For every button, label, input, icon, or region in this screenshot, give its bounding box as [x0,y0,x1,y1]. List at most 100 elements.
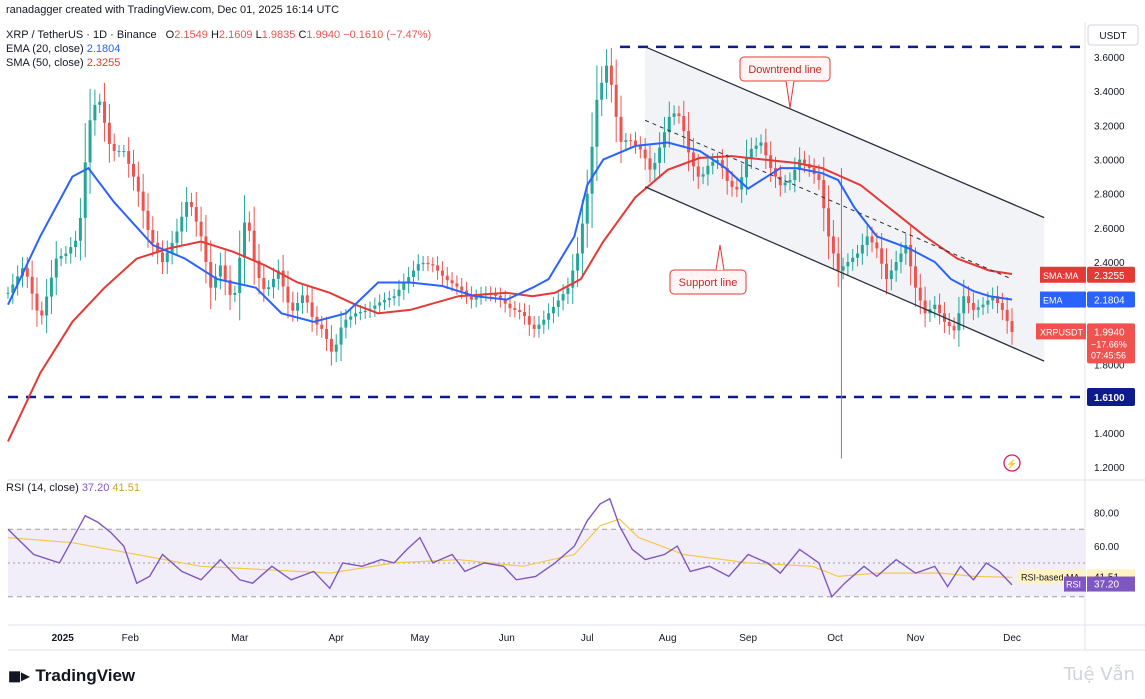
candle-body [276,270,280,279]
time-tick-label: Jul [581,633,594,644]
candle-body [677,113,681,117]
candle-body [773,168,777,177]
candle-body [223,265,227,281]
candle-body [605,65,609,83]
candle-body [609,65,613,85]
price-tick-label: 1.4000 [1094,429,1125,440]
candle-body [957,313,961,331]
candle-body [363,310,367,312]
candle-body [112,143,116,152]
candle-body [107,122,111,144]
candle-body [947,321,951,327]
sma-tag [1040,266,1086,283]
trendline [644,186,1045,362]
ohlc-values: O2.1549 H2.1609 L1.9835 C1.9940 −0.1610 … [165,29,432,41]
candle-body [629,140,633,142]
candle-body [976,307,980,310]
candle-body [54,258,58,278]
candle-body [431,264,435,266]
candle-body [952,326,956,331]
candle-body [127,151,131,164]
candle-body [711,161,715,166]
candle-body [160,252,164,263]
price-tick-label: 3.4000 [1094,87,1125,98]
time-tick-label: Nov [907,633,925,644]
candle-body [527,316,531,325]
candle-body [769,155,773,169]
candle-body [243,222,247,258]
rsi-line [7,497,1013,598]
rsi-tag [1064,576,1086,592]
ema-value-box [1087,291,1135,308]
currency-box [1087,24,1139,46]
candle-body [894,262,898,271]
candle-body [344,319,348,328]
candle-body [856,253,860,258]
candle-body [696,166,700,177]
candle-body [595,99,599,147]
candle-body [783,182,787,186]
candle-body [991,296,995,301]
candle-body [214,276,218,288]
price-tick-label: 2.6000 [1094,224,1125,235]
rsi-ma-tag-label: RSI-based MA [1021,572,1080,582]
rsi-tick-label: 80.00 [1094,508,1119,519]
candle-body [658,147,662,163]
price-tick-label: 1.2000 [1094,463,1125,474]
time-tick-label: Apr [328,633,344,644]
candle-body [93,104,97,121]
ema-value: 2.1804 [1094,296,1125,307]
chart-credit: ranadagger created with TradingView.com,… [6,4,340,16]
candle-body [40,310,44,316]
candle-body [30,276,34,294]
candle-body [189,202,193,207]
candle-body [354,313,358,317]
currency-label: USDT [1099,31,1126,42]
candle-body [566,287,570,295]
ema-tag-label: EMA [1043,296,1063,306]
candle-body [653,162,657,170]
candle-body [122,151,126,153]
support-annotation-box [669,269,747,295]
candle-body [426,262,430,265]
candle-body [469,295,473,300]
candle-body [88,120,92,163]
candle-body [300,295,304,304]
candle-body [634,140,637,146]
candle-body [204,236,208,263]
downtrend-annotation-pointer [785,80,795,109]
symbol-legend: XRP / TetherUS · 1D · Binance O2.1549 H2… [6,29,431,41]
candle-body [576,253,580,271]
candle-body [846,262,850,267]
candle-body [764,142,768,156]
candle-body [667,116,671,133]
candle-body [580,223,584,254]
ema-line [7,141,1013,323]
last-price-tag [1036,323,1086,340]
candle-body [132,163,135,177]
channel-fill [645,46,1045,362]
candle-body [614,84,618,117]
candle-body [407,276,411,284]
last-price-box [1087,323,1135,364]
rsi-tick-label: 60.00 [1094,542,1119,553]
candle-body [662,132,666,148]
candle-body [16,276,20,285]
candle-body [69,247,73,254]
candle-body [730,180,734,187]
candle-body [885,263,888,280]
level-value: 1.6100 [1094,393,1125,404]
candle-body [445,275,449,281]
candle-body [267,287,271,290]
candle-body [98,101,102,105]
candle-body [402,283,406,290]
candle-body [146,210,150,231]
time-tick-label: Oct [827,633,843,644]
candle-body [252,230,256,261]
price-tick-label: 1.8000 [1094,361,1125,372]
support-annotation-pointer [715,244,725,271]
sma-legend: SMA (50, close) 2.3255 [6,57,121,69]
tradingview-logo[interactable]: ◼▸ TradingView [8,666,136,685]
last-price-change: −17.66% [1091,339,1127,349]
